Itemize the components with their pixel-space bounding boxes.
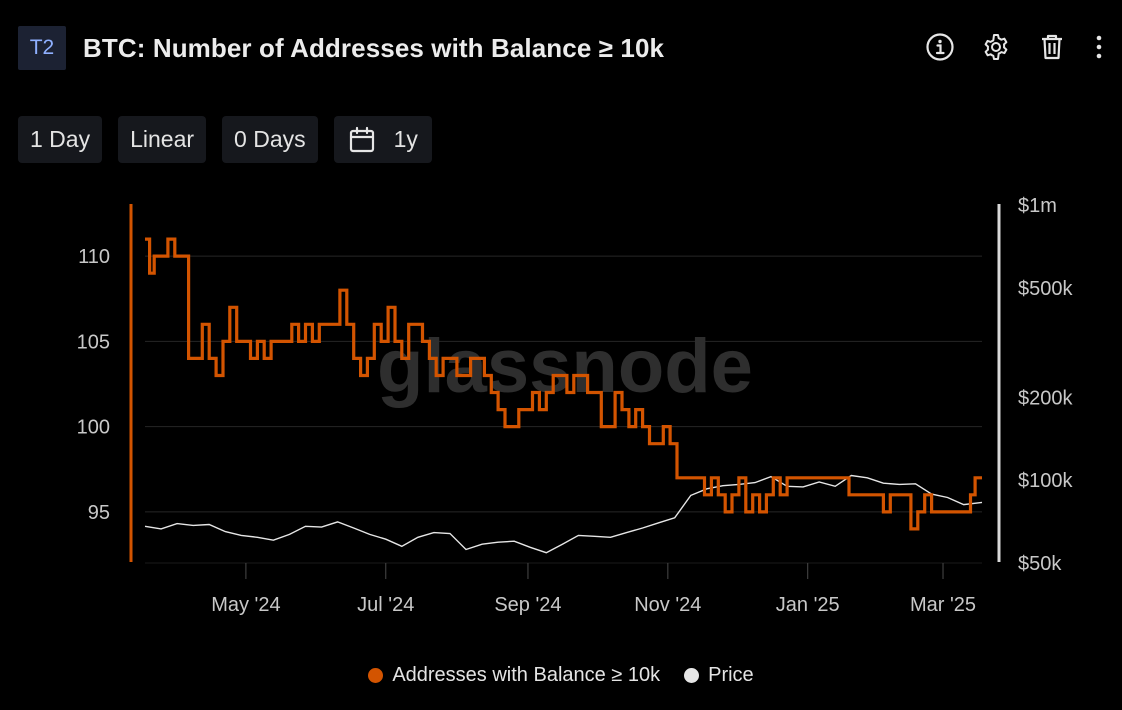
left-axis: 95 100 105 110: [77, 204, 133, 562]
x-tick-label: Jan '25: [776, 594, 840, 616]
price-series-line: [144, 474, 983, 554]
right-tick-label: $100k: [1018, 470, 1073, 492]
left-tick-label: 110: [78, 246, 110, 268]
right-tick-label: $50k: [1018, 553, 1062, 575]
settings-button[interactable]: [978, 30, 1014, 64]
x-tick-label: May '24: [211, 594, 280, 616]
left-tick-label: 105: [77, 331, 110, 353]
more-button[interactable]: [1090, 30, 1108, 64]
header-actions: [902, 30, 1108, 64]
x-tick-label: Jul '24: [357, 594, 414, 616]
more-vertical-icon: [1096, 35, 1102, 59]
legend-item-addresses[interactable]: Addresses with Balance ≥ 10k: [368, 664, 660, 687]
info-button[interactable]: [922, 30, 958, 64]
chart-header: T2 BTC: Number of Addresses with Balance…: [18, 26, 664, 70]
x-tick-label: Mar '25: [910, 594, 976, 616]
addresses-series-line: [145, 237, 982, 531]
legend-swatch-addresses: [368, 668, 384, 683]
right-tick-label: $500k: [1018, 278, 1073, 300]
legend-label-addresses: Addresses with Balance ≥ 10k: [392, 664, 661, 686]
range-button[interactable]: 1y: [333, 116, 432, 163]
left-tick-label: 95: [88, 502, 110, 524]
legend-item-price[interactable]: Price: [684, 664, 754, 687]
x-axis: May '24 Jul '24 Sep '24 Nov '24 Jan '25 Mar '…: [145, 562, 982, 616]
chart-title: BTC: Number of Addresses with Balance ≥ …: [83, 32, 665, 63]
calendar-icon: [348, 126, 376, 154]
chart-toolbar: 1 Day Linear 0 Days 1y: [18, 116, 448, 163]
right-tick-label: $1m: [1018, 195, 1057, 217]
gear-icon: [984, 34, 1008, 60]
resolution-button[interactable]: 1 Day: [18, 116, 103, 163]
range-label: 1y: [393, 126, 418, 152]
right-axis: $50k $100k $200k $500k $1m: [997, 195, 1073, 575]
x-tick-label: Sep '24: [494, 594, 561, 616]
delete-button[interactable]: [1034, 30, 1070, 64]
right-tick-label: $200k: [1018, 387, 1073, 409]
tier-badge: T2: [18, 26, 66, 70]
left-tick-label: 100: [77, 417, 110, 439]
legend-swatch-price: [684, 668, 700, 683]
legend-label-price: Price: [708, 664, 754, 686]
info-icon: [926, 33, 954, 61]
legend: Addresses with Balance ≥ 10k Price: [0, 664, 1122, 687]
watermark: glassnode: [377, 324, 753, 409]
x-tick-label: Nov '24: [634, 594, 701, 616]
trash-icon: [1042, 34, 1062, 60]
average-button[interactable]: 0 Days: [222, 116, 318, 163]
scale-button[interactable]: Linear: [118, 116, 207, 163]
